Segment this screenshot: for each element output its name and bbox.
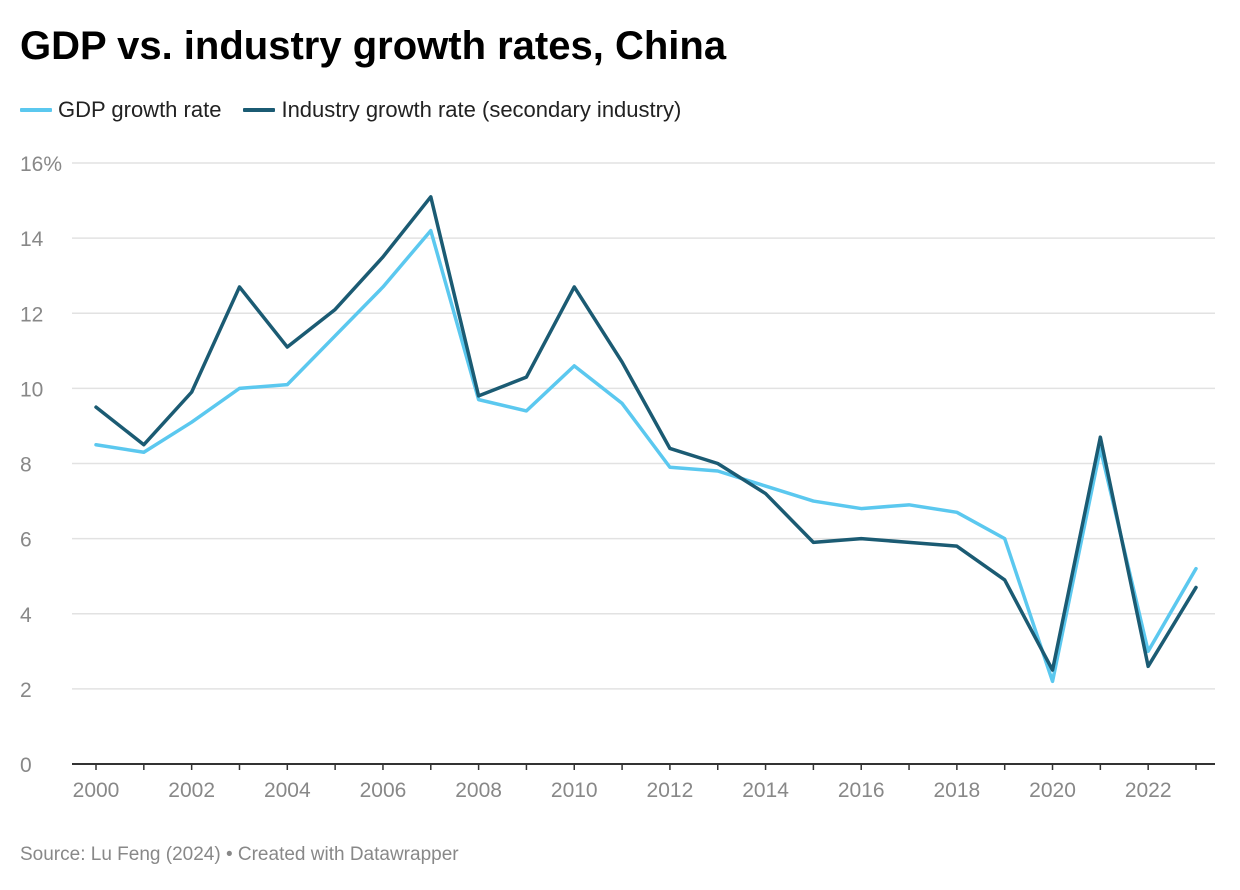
x-tick-label: 2000: [73, 779, 120, 802]
grid-lines: [72, 162, 1215, 690]
series-line-gdp: [94, 228, 1198, 684]
legend-item-industry: Industry growth rate (secondary industry…: [243, 97, 681, 123]
x-tick-label: 2012: [647, 779, 694, 802]
x-tick-label: 2008: [455, 779, 502, 802]
legend: GDP growth rate Industry growth rate (se…: [20, 94, 703, 126]
legend-swatch-industry: [243, 108, 276, 112]
y-tick-label: 16%: [20, 153, 62, 176]
y-tick-label: 2: [20, 679, 32, 702]
x-tick-label: 2006: [360, 779, 407, 802]
legend-label-gdp: GDP growth rate: [58, 97, 222, 122]
x-tick-label: 2016: [838, 779, 885, 802]
y-tick-label: 14: [20, 228, 44, 251]
x-tick-label: 2020: [1029, 779, 1076, 802]
y-tick-label: 12: [20, 303, 43, 326]
y-tick-label: 0: [20, 754, 32, 777]
y-axis-tick-labels: 0 2 4 6 8 10 12 14 16%: [20, 153, 62, 777]
y-tick-label: 4: [20, 604, 32, 627]
chart-title: GDP vs. industry growth rates, China: [20, 24, 727, 68]
source-note: Source: Lu Feng (2024) • Created with Da…: [20, 844, 459, 865]
x-tick-label: 2014: [742, 779, 789, 802]
x-axis: 2000 2002 2004 2006 2008 2010 2012 2014 2016 2018…: [72, 763, 1215, 802]
y-tick-label: 10: [20, 378, 43, 401]
y-tick-label: 8: [20, 454, 32, 477]
x-tick-label: 2010: [551, 779, 598, 802]
x-tick-label: 2004: [264, 779, 311, 802]
x-tick-label: 2002: [168, 779, 215, 802]
series-line-industry: [94, 195, 1198, 672]
legend-item-gdp: GDP growth rate: [20, 97, 221, 123]
legend-swatch-gdp: [20, 108, 52, 112]
series-lines: [94, 195, 1198, 684]
legend-label-industry: Industry growth rate (secondary industry…: [281, 97, 682, 122]
x-tick-label: 2022: [1125, 779, 1172, 802]
x-tick-label: 2018: [934, 779, 981, 802]
y-tick-label: 6: [20, 529, 32, 552]
